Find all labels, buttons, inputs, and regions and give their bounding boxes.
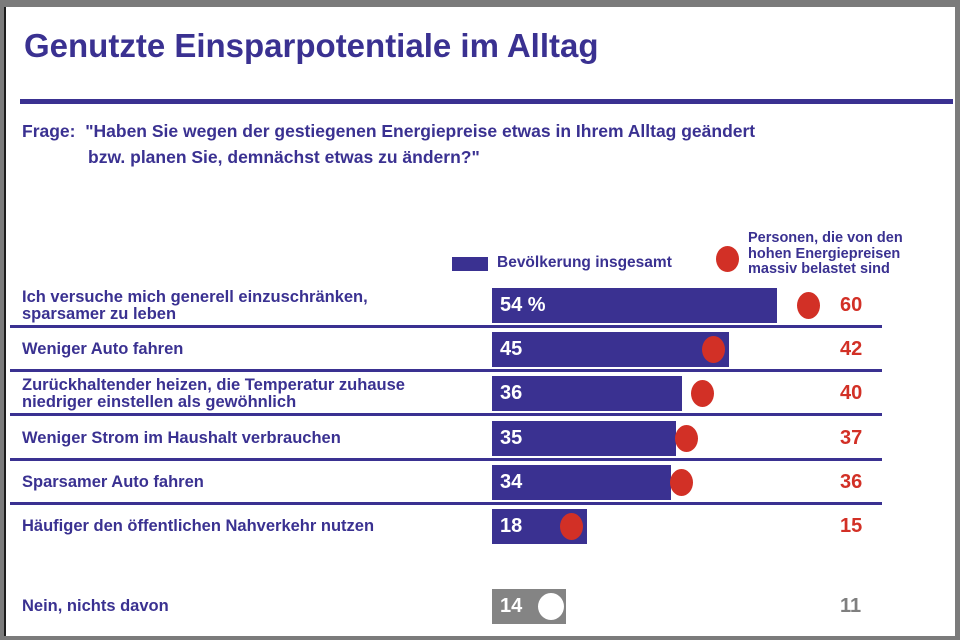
page-title: Genutzte Einsparpotentiale im Alltag — [24, 27, 599, 64]
category-label: Nein, nichts davon — [22, 597, 169, 616]
bar: 34 — [492, 464, 671, 500]
bar: 45 — [492, 332, 729, 368]
category-label: Ich versuche mich generell einzuschränke… — [22, 287, 368, 323]
chart-row: Zurückhaltender heizen, die Temperatur z… — [0, 376, 960, 420]
bar-value-label: 34 — [500, 470, 523, 493]
category-label: Zurückhaltender heizen, die Temperatur z… — [22, 375, 405, 411]
dot-value-label: 40 — [840, 382, 863, 405]
category-label: Weniger Strom im Haushalt verbrauchen — [22, 428, 341, 447]
category-label: Häufiger den öffentlichen Nahverkehr nut… — [22, 516, 375, 535]
frame-top — [0, 0, 960, 7]
dot-value-label: 42 — [840, 338, 863, 361]
frame-left — [0, 0, 4, 640]
bar-value-label: 54 % — [500, 294, 546, 316]
bar-value-label: 36 — [500, 382, 523, 405]
bar: 35 — [492, 420, 676, 456]
chart-row: Sparsamer Auto fahren 34 36 — [0, 464, 960, 509]
chart-row: Ich versuche mich generell einzuschränke… — [0, 288, 960, 332]
bar-value-label: 45 — [500, 338, 523, 361]
dot-marker-icon — [675, 424, 698, 452]
chart-row: Nein, nichts davon 14 11 — [0, 589, 960, 627]
frame-right — [955, 0, 960, 640]
title-divider — [20, 99, 953, 104]
dot-value-label: 37 — [840, 426, 863, 449]
dot-value-label: 60 — [840, 294, 863, 316]
legend-dot-label: Personen, die von den hohen Energiepreise… — [748, 230, 903, 277]
question-line-1: Frage: "Haben Sie wegen der gestiegenen … — [22, 121, 756, 141]
bar: 36 — [492, 376, 682, 412]
frame-left-border — [4, 7, 6, 640]
dot-marker-icon — [560, 512, 583, 540]
frame-bottom — [0, 636, 960, 640]
category-label: Weniger Auto fahren — [22, 340, 184, 359]
dot-marker-icon — [797, 292, 820, 319]
dot-value-label: 15 — [840, 514, 863, 537]
bar: 54 % — [492, 288, 777, 323]
dot-marker-icon — [702, 336, 725, 364]
legend-dot-icon — [716, 246, 739, 272]
dot-value-label: 36 — [840, 470, 863, 493]
legend-bar-swatch-icon — [452, 257, 488, 271]
dot-marker-icon — [538, 593, 564, 621]
chart-row: Weniger Strom im Haushalt verbrauchen 35… — [0, 420, 960, 465]
dot-marker-icon — [691, 380, 714, 408]
question-line-2: bzw. planen Sie, demnächst etwas zu ände… — [88, 147, 480, 167]
bar-value-label: 35 — [500, 426, 523, 449]
dot-value-label: 11 — [840, 595, 862, 618]
chart-row: Weniger Auto fahren 45 42 — [0, 332, 960, 376]
chart-row: Häufiger den öffentlichen Nahverkehr nut… — [0, 508, 960, 553]
chart-rows: Ich versuche mich generell einzuschränke… — [0, 288, 960, 627]
category-label: Sparsamer Auto fahren — [22, 472, 204, 491]
dot-marker-icon — [670, 468, 693, 496]
legend-bar-label: Bevölkerung insgesamt — [497, 254, 672, 271]
bar-value-label: 14 — [500, 595, 523, 618]
bar-value-label: 18 — [500, 514, 523, 537]
